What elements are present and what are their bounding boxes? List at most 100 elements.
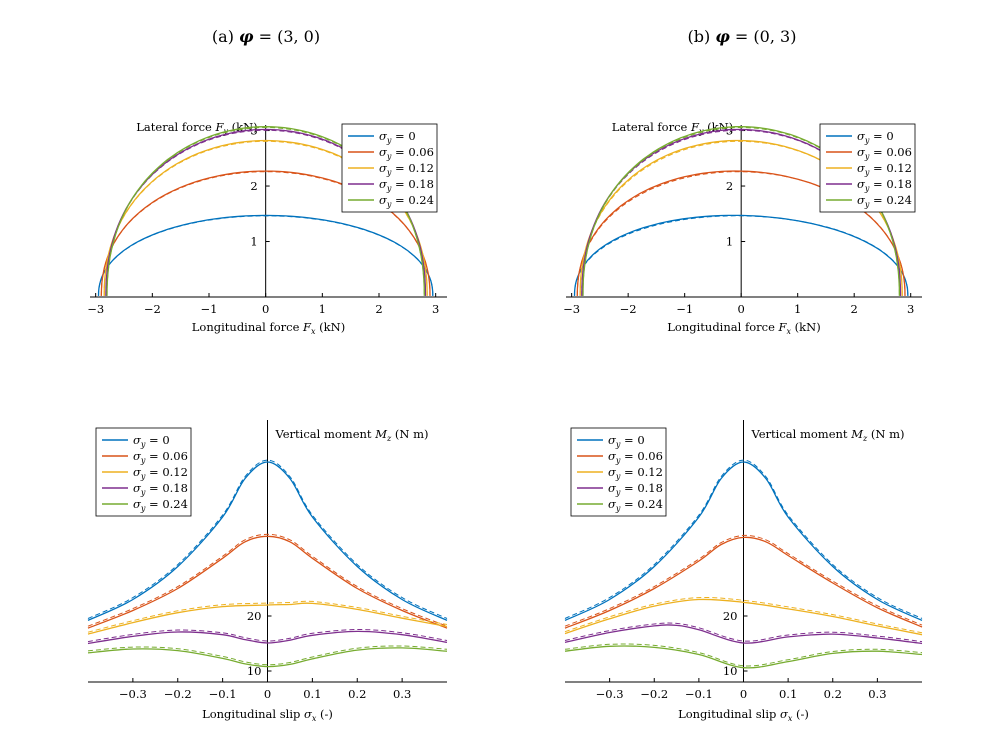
series-0-model <box>564 461 923 621</box>
legend-entry: σy = 0.24 <box>857 193 912 209</box>
title-a: (a) φ = (3, 0) <box>212 27 320 46</box>
y-axis-label: Lateral force Fy (kN) <box>136 120 257 136</box>
x-tick-label: 0.2 <box>824 687 842 701</box>
x-tick-label: −0.1 <box>685 687 713 701</box>
series-1-reference <box>576 171 906 296</box>
legend-entry: σy = 0.18 <box>379 177 434 193</box>
series-4-model <box>87 647 448 668</box>
x-tick-label: 2 <box>375 302 382 316</box>
x-tick-label: −3 <box>87 302 104 316</box>
series-2-model <box>564 598 923 636</box>
x-tick-label: 3 <box>432 302 439 316</box>
legend-entry: σy = 0 <box>857 129 894 145</box>
legend-entry: σy = 0 <box>379 129 416 145</box>
x-tick-label: 0.3 <box>868 687 886 701</box>
x-tick-label: 0 <box>740 687 747 701</box>
x-tick-label: 1 <box>794 302 801 316</box>
panel-a-bottom: −0.3 −0.2 −0.1 0 0.1 0.2 0.3 10 20 Longitudinal s… <box>87 420 448 723</box>
series-1-reference <box>87 533 448 627</box>
legend-entry: σy = 0.12 <box>133 465 188 481</box>
x-axis-label: Longitudinal force Fx (kN) <box>667 320 820 336</box>
y-axis-label: Vertical moment Mz (N m) <box>275 427 429 443</box>
series-0-reference <box>87 459 448 619</box>
x-tick-label: −3 <box>563 302 580 316</box>
x-axis-label: Longitudinal slip σx (-) <box>202 707 333 723</box>
series-0-reference <box>98 215 434 296</box>
y-tick-label: 20 <box>723 609 738 623</box>
legend-entry: σy = 0.06 <box>133 449 188 465</box>
legend-entry: σy = 0 <box>608 433 645 449</box>
y-tick-label: 1 <box>726 235 733 249</box>
legend-entry: σy = 0.06 <box>608 449 663 465</box>
legend-entry: σy = 0.24 <box>133 497 188 513</box>
x-axis-label: Longitudinal force Fx (kN) <box>192 320 345 336</box>
series-2-model <box>103 139 428 296</box>
series-0-reference <box>574 215 909 296</box>
series-1-reference <box>100 171 431 296</box>
x-tick-label: −1 <box>676 302 693 316</box>
legend-entry: σy = 0.24 <box>608 497 663 513</box>
panel-a-top: −3 −2 −1 0 1 2 3 1 2 3 Longitudinal force Fx (kN) L… <box>87 120 447 336</box>
x-tick-label: 0.1 <box>303 687 321 701</box>
series-0-reference <box>564 459 923 619</box>
legend-entry: σy = 0.24 <box>379 193 434 209</box>
series-4-reference <box>564 643 923 667</box>
series-1-model <box>87 535 448 629</box>
x-tick-label: 3 <box>907 302 914 316</box>
legend-entry: σy = 0.06 <box>857 145 912 161</box>
legend-entry: σy = 0.06 <box>379 145 434 161</box>
series-1-reference <box>564 534 923 627</box>
x-tick-label: −0.2 <box>164 687 192 701</box>
y-tick-label: 10 <box>247 664 262 678</box>
series-1-model <box>564 536 923 629</box>
x-axis-label: Longitudinal slip σx (-) <box>678 707 809 723</box>
series-0-model <box>87 461 448 621</box>
x-tick-label: −0.2 <box>640 687 668 701</box>
y-tick-label: 2 <box>726 179 733 193</box>
legend-entry: σy = 0.12 <box>379 161 434 177</box>
series-3-model <box>87 630 448 645</box>
series-2-reference <box>564 596 923 634</box>
series-1-model <box>576 170 906 296</box>
series-2-reference <box>103 140 428 296</box>
x-tick-label: 0.3 <box>393 687 411 701</box>
series-2-reference <box>579 140 903 296</box>
y-axis-label: Vertical moment Mz (N m) <box>751 427 905 443</box>
x-tick-label: −0.3 <box>596 687 624 701</box>
y-tick-label: 1 <box>250 235 257 249</box>
y-tick-label: 3 <box>726 124 733 138</box>
x-tick-label: −2 <box>620 302 637 316</box>
series-4-model <box>564 645 923 669</box>
y-tick-label: 3 <box>250 124 257 138</box>
series-3-model <box>564 624 923 645</box>
series-4-reference <box>87 645 448 666</box>
x-tick-label: 0 <box>738 302 745 316</box>
legend-entry: σy = 0.12 <box>857 161 912 177</box>
x-tick-label: −0.1 <box>209 687 237 701</box>
x-tick-label: 0.1 <box>779 687 797 701</box>
y-tick-label: 2 <box>250 179 257 193</box>
x-tick-label: −1 <box>201 302 218 316</box>
x-tick-label: 0.2 <box>348 687 366 701</box>
x-tick-label: 0 <box>264 687 271 701</box>
x-tick-label: −2 <box>144 302 161 316</box>
legend-entry: σy = 0.12 <box>608 465 663 481</box>
y-tick-label: 10 <box>723 664 738 678</box>
legend-entry: σy = 0.18 <box>857 177 912 193</box>
y-tick-label: 20 <box>247 609 262 623</box>
legend-entry: σy = 0 <box>133 433 170 449</box>
legend-entry: σy = 0.18 <box>133 481 188 497</box>
panel-b-bottom: −0.3 −0.2 −0.1 0 0.1 0.2 0.3 10 20 Longitudinal s… <box>564 420 923 723</box>
title-b: (b) φ = (0, 3) <box>688 27 797 46</box>
series-2-model <box>87 602 448 635</box>
legend-entry: σy = 0.18 <box>608 481 663 497</box>
series-2-reference <box>87 600 448 633</box>
x-tick-label: −0.3 <box>119 687 147 701</box>
x-tick-label: 0 <box>262 302 269 316</box>
